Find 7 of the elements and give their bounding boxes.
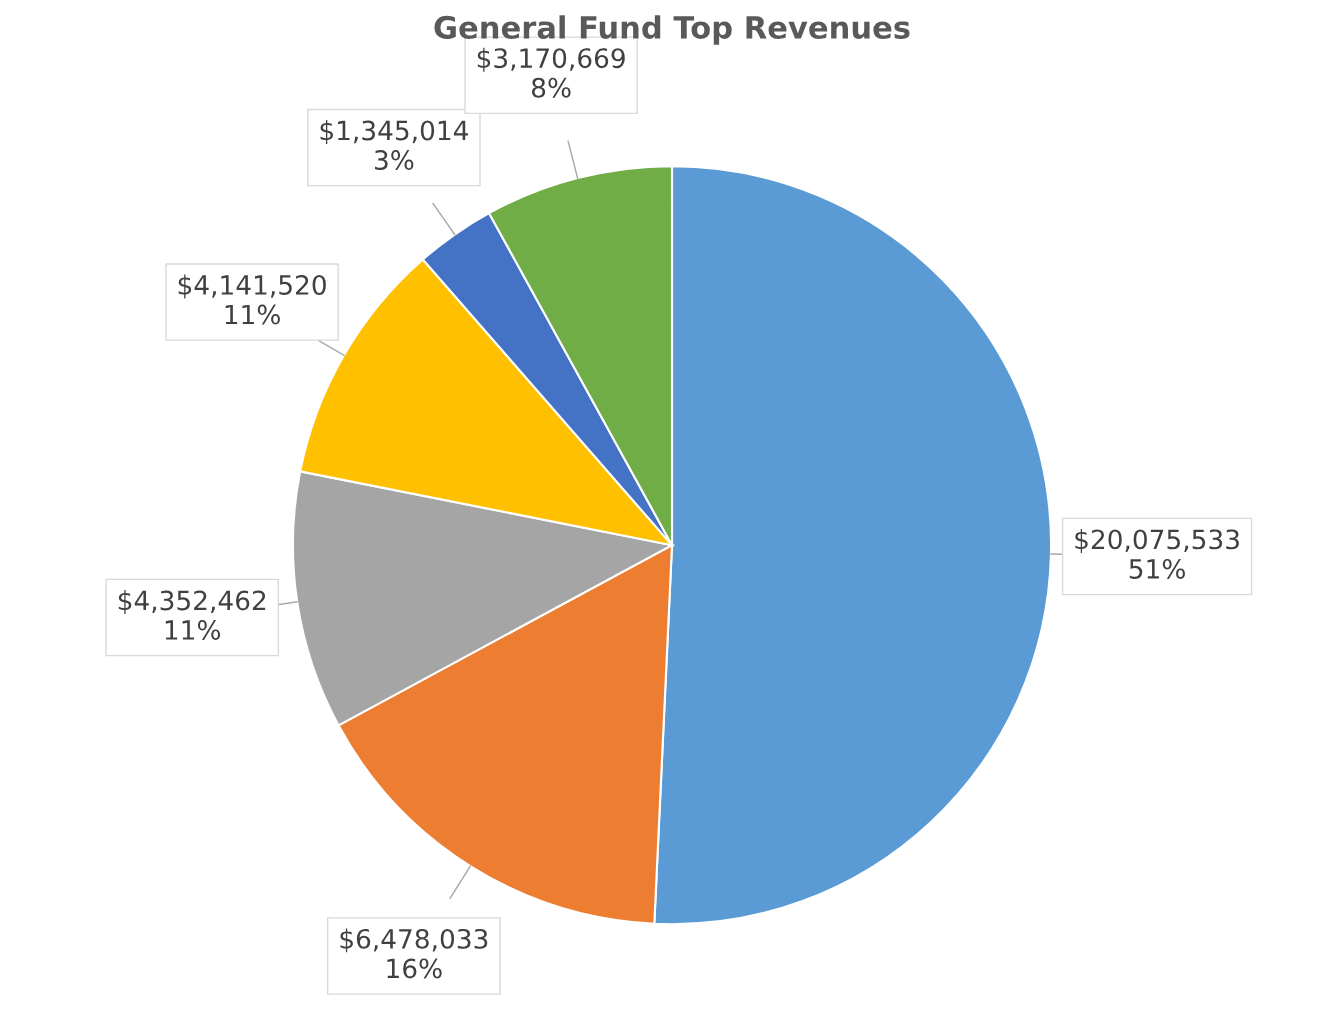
data-label: $4,141,520 11% <box>178 274 326 325</box>
chart-title: General Fund Top Revenues <box>434 15 910 45</box>
data-label: $3,170,669 8% <box>477 47 625 98</box>
data-label: $1,345,014 3% <box>320 120 468 170</box>
data-label: $20,075,533 51% <box>1075 528 1239 579</box>
data-label: $4,352,462 11% <box>118 589 266 640</box>
data-label: $6,478,033 16% <box>340 928 488 979</box>
